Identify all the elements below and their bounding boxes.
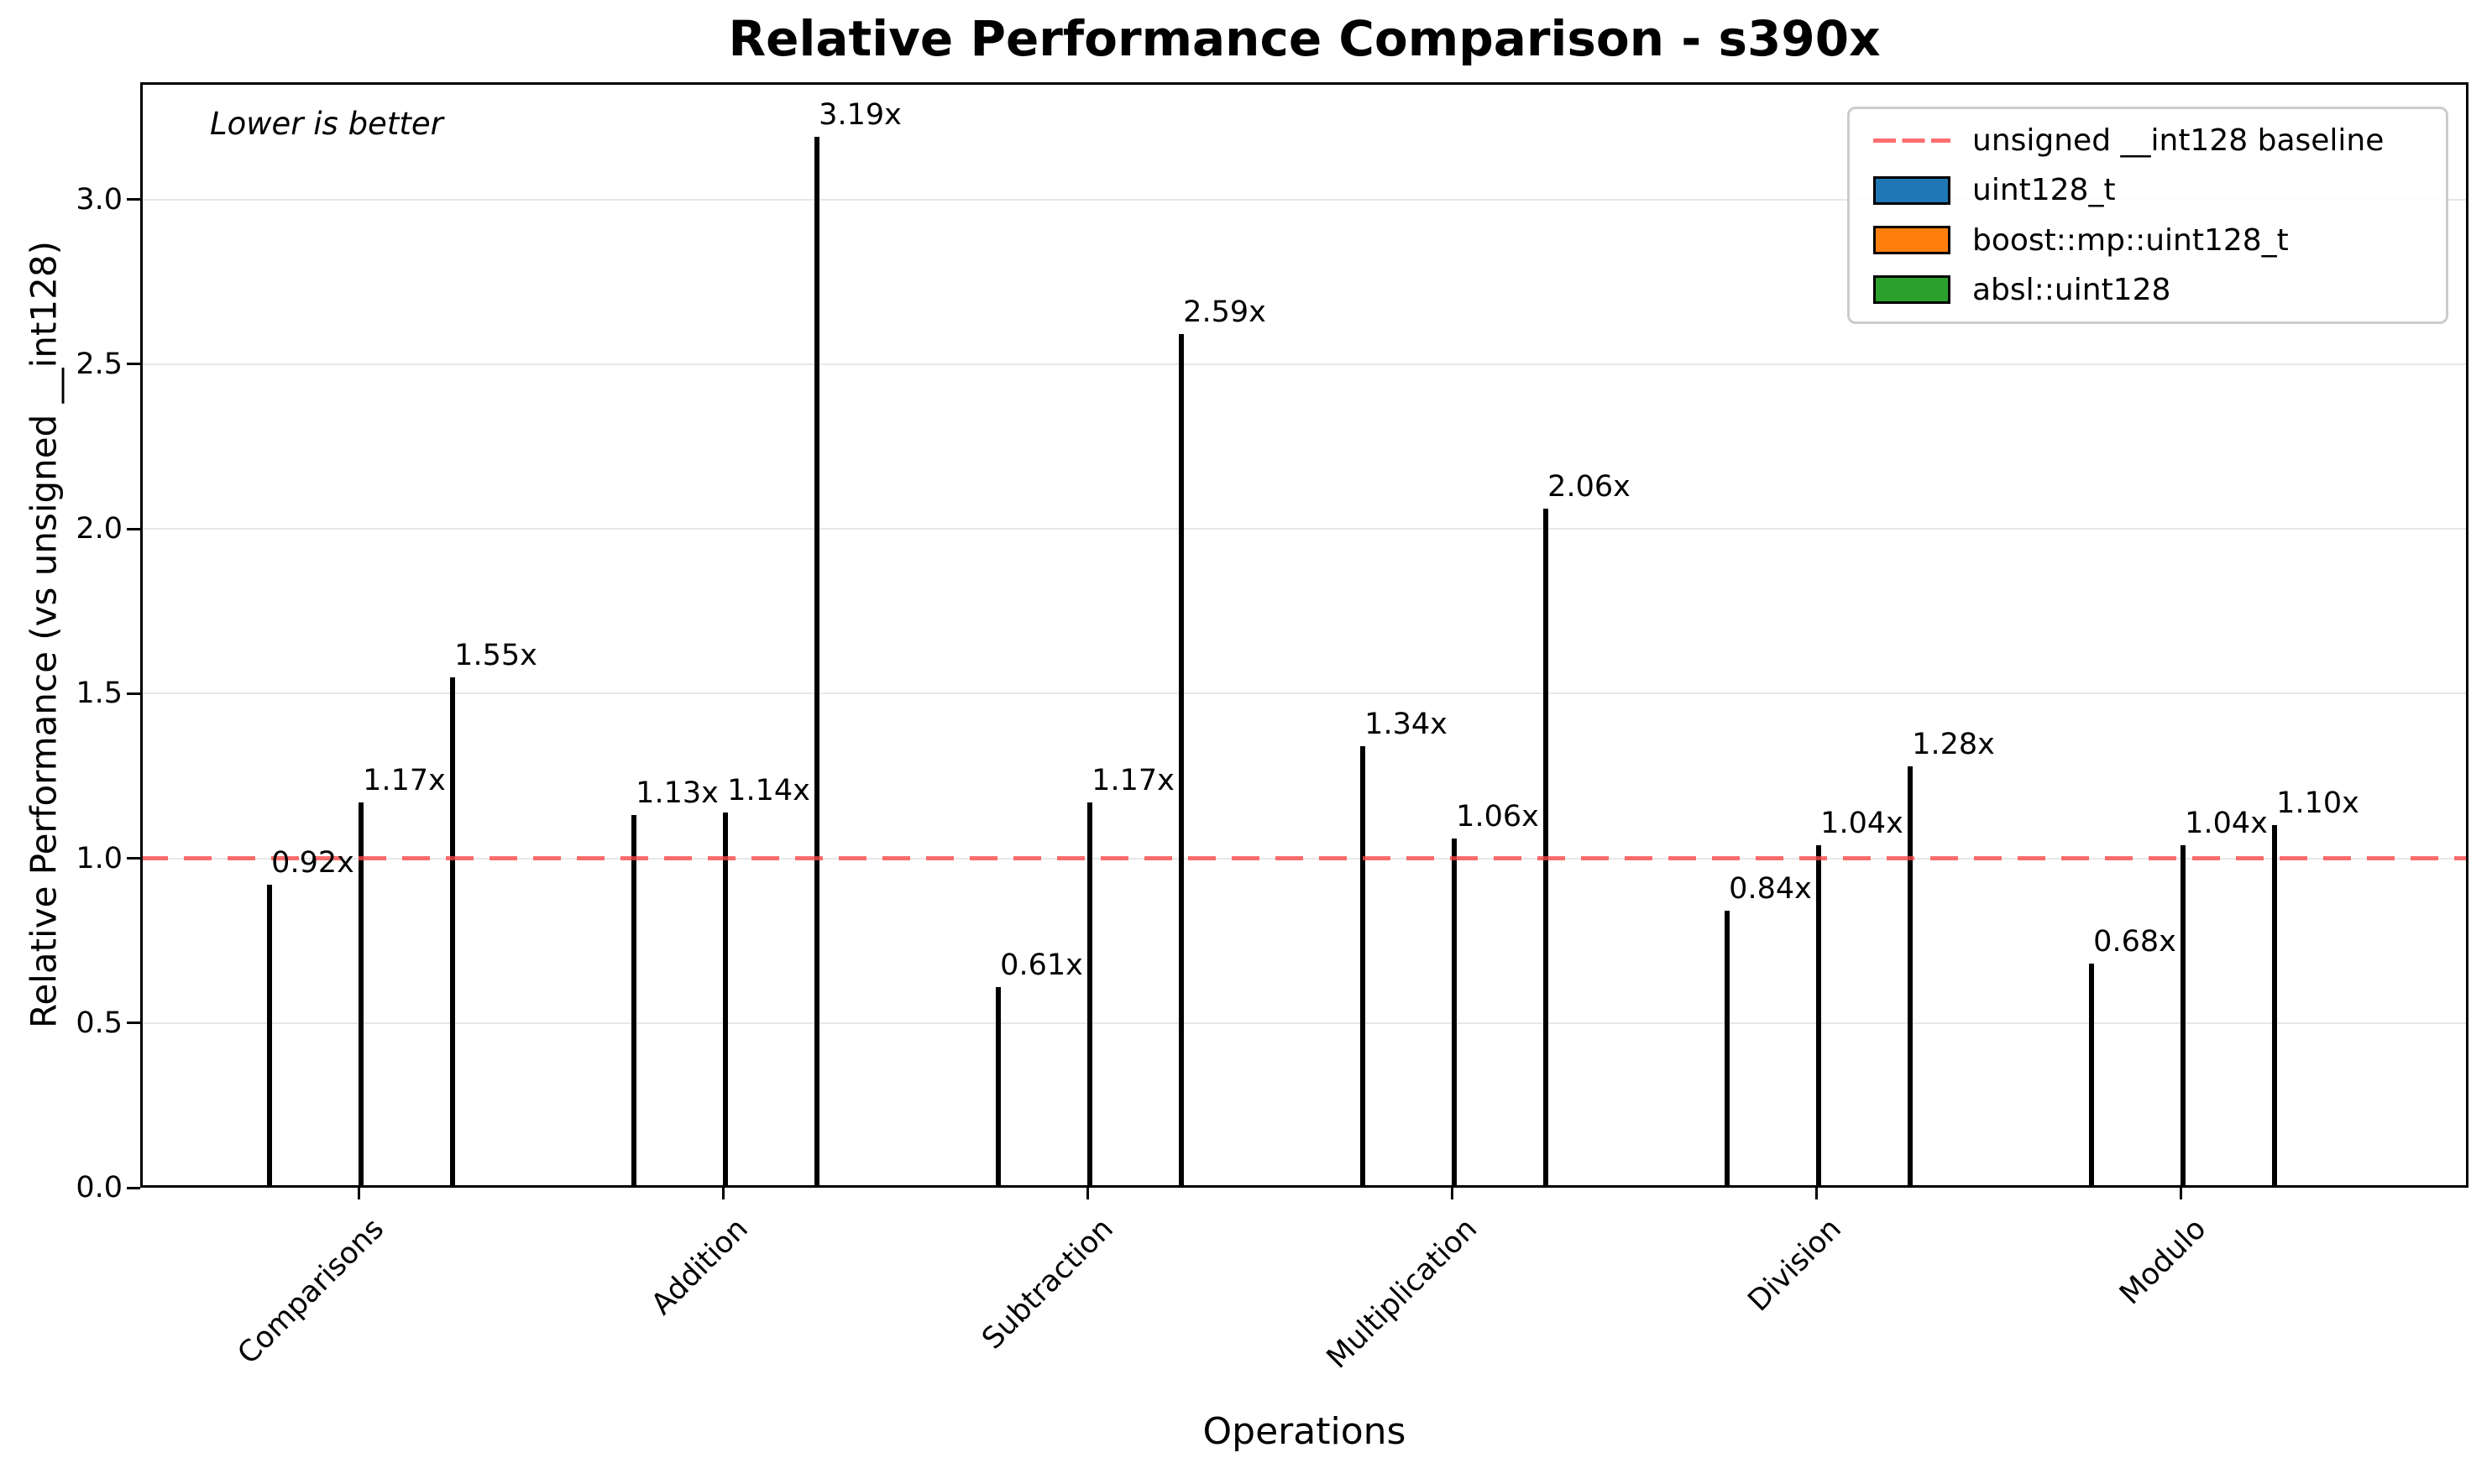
annotation-lower-is-better: Lower is better [210, 106, 443, 142]
x-tick-label-division: Division [1741, 1212, 1849, 1319]
y-tick-mark [127, 857, 140, 860]
y-tick-mark [127, 363, 140, 366]
legend-label-absl-uint128: absl::uint128 [1972, 272, 2171, 307]
bar-value-label: 1.04x [1820, 806, 1903, 840]
legend-label-uint128-t: uint128_t [1972, 173, 2116, 208]
gridline [140, 528, 2468, 530]
legend-item-boost-mp-uint128-t: boost::mp::uint128_t [1873, 216, 2437, 264]
bar-absl::uint128-multiplication [1543, 509, 1548, 1188]
bar-value-label: 1.13x [636, 776, 719, 811]
bar-absl::uint128-comparisons [450, 677, 455, 1188]
legend-item-baseline: unsigned __int128 baseline [1873, 117, 2437, 165]
bar-absl::uint128-subtraction [1179, 334, 1184, 1188]
x-tick-mark [2179, 1188, 2182, 1199]
bar-uint128_t-addition [631, 815, 636, 1188]
x-tick-mark [1086, 1188, 1089, 1199]
x-tick-label-multiplication: Multiplication [1320, 1212, 1484, 1376]
y-tick-mark [127, 527, 140, 530]
y-tick-label: 1.0 [76, 841, 123, 875]
y-tick-label: 2.5 [76, 347, 123, 381]
x-tick-label-modulo: Modulo [2113, 1212, 2213, 1312]
x-tick-label-subtraction: Subtraction [975, 1212, 1120, 1356]
x-tick-mark [1814, 1188, 1818, 1199]
bar-value-label: 3.19x [819, 97, 902, 132]
absl-uint128-color-swatch [1873, 275, 1950, 305]
y-tick-label: 0.5 [76, 1006, 123, 1040]
gridline [140, 198, 2468, 201]
bar-value-label: 1.17x [1092, 763, 1175, 797]
gridline [140, 1022, 2468, 1024]
x-tick-label-addition: Addition [645, 1212, 756, 1322]
chart-title: Relative Performance Comparison - s390x [728, 10, 1881, 67]
x-tick-mark [357, 1188, 360, 1199]
bar-uint128_t-multiplication [1360, 746, 1365, 1188]
bar-value-label: 1.10x [2276, 786, 2359, 821]
bar-value-label: 2.59x [1183, 295, 1266, 330]
x-tick-label-comparisons: Comparisons [231, 1212, 391, 1372]
bar-absl::uint128-addition [814, 136, 819, 1188]
bar-boost::mp::uint128_t-addition [723, 812, 728, 1188]
y-tick-mark [127, 1022, 140, 1025]
uint128-t-color-swatch [1873, 175, 1950, 205]
y-tick-mark [127, 198, 140, 201]
bar-value-label: 0.92x [271, 845, 354, 880]
y-tick-label: 1.5 [76, 677, 123, 711]
bar-value-label: 0.61x [1000, 948, 1083, 982]
x-axis-label: Operations [1202, 1410, 1406, 1453]
boost-mp-uint128-t-color-swatch [1873, 226, 1950, 255]
legend: unsigned __int128 baseline uint128_t boo… [1847, 107, 2448, 324]
baseline-line [140, 856, 2468, 860]
bar-value-label: 1.17x [363, 763, 446, 797]
bar-value-label: 1.04x [2185, 806, 2268, 840]
bar-value-label: 1.55x [454, 638, 537, 672]
bar-value-label: 1.28x [1912, 727, 1995, 761]
baseline-dash-swatch [1873, 138, 1950, 144]
gridline [140, 363, 2468, 365]
bar-value-label: 2.06x [1547, 470, 1631, 504]
y-tick-label: 3.0 [76, 182, 123, 217]
legend-item-uint128-t: uint128_t [1873, 166, 2437, 215]
bar-value-label: 0.84x [1729, 872, 1812, 907]
legend-item-absl-uint128: absl::uint128 [1873, 265, 2437, 314]
y-tick-label: 2.0 [76, 512, 123, 546]
bar-value-label: 0.68x [2093, 925, 2176, 959]
bar-uint128_t-modulo [2089, 964, 2094, 1188]
bar-uint128_t-subtraction [996, 986, 1001, 1188]
bar-value-label: 1.06x [1456, 799, 1539, 833]
x-tick-mark [721, 1188, 725, 1199]
bar-value-label: 1.34x [1364, 708, 1448, 742]
x-tick-mark [1450, 1188, 1453, 1199]
bar-value-label: 1.14x [727, 773, 810, 807]
y-tick-label: 0.0 [76, 1171, 123, 1204]
bar-uint128_t-comparisons [267, 884, 272, 1188]
legend-label-boost-mp-uint128-t: boost::mp::uint128_t [1972, 222, 2289, 258]
y-tick-mark [127, 692, 140, 695]
legend-label-baseline: unsigned __int128 baseline [1972, 123, 2385, 159]
bar-uint128_t-division [1725, 911, 1730, 1188]
bar-boost::mp::uint128_t-modulo [2180, 844, 2186, 1188]
y-tick-mark [127, 1186, 140, 1189]
bar-absl::uint128-modulo [2272, 825, 2277, 1188]
bar-boost::mp::uint128_t-multiplication [1452, 838, 1457, 1188]
gridline [140, 692, 2468, 695]
